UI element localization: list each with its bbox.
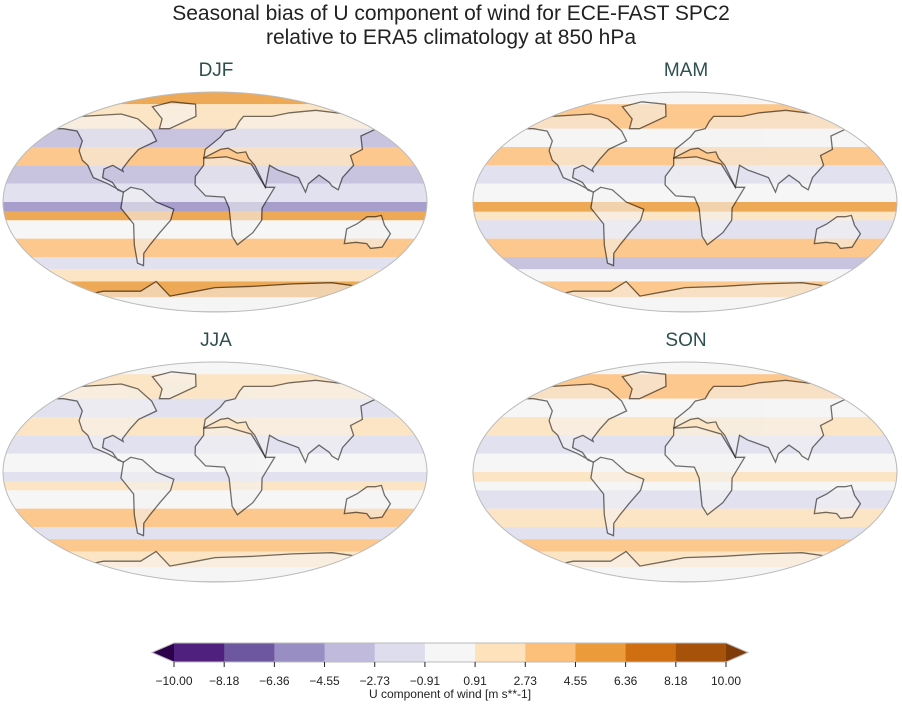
field-band xyxy=(473,211,897,221)
colorbar-bin xyxy=(374,643,426,662)
coastline xyxy=(151,101,197,130)
map-border xyxy=(472,91,898,313)
coastline xyxy=(664,426,746,516)
colorbar-tick-label: −6.36 xyxy=(259,674,290,688)
colorbar: −10.00 −8.18 −6.36 −4.55 −2.73 −0.91 0.91 2.73 4… xyxy=(150,642,750,688)
coastline xyxy=(343,484,392,520)
coastline xyxy=(621,101,667,130)
map-panel-mam xyxy=(472,91,898,313)
field-band xyxy=(3,527,427,540)
map-border xyxy=(2,91,428,313)
coastline xyxy=(46,113,158,193)
coastline xyxy=(46,383,158,463)
coastline xyxy=(590,186,645,267)
bias-field xyxy=(3,362,427,582)
colorbar-bin xyxy=(575,643,627,662)
coastline xyxy=(516,383,628,463)
field-band xyxy=(3,362,427,375)
field-band xyxy=(3,539,427,552)
coastline xyxy=(120,456,175,537)
bias-field xyxy=(473,362,897,582)
colorbar-tick-label: −10.00 xyxy=(155,674,192,688)
coastline xyxy=(151,371,197,400)
map-panel-djf xyxy=(2,91,428,313)
coastline xyxy=(590,456,645,537)
field-band xyxy=(473,220,897,239)
field-band xyxy=(473,202,897,212)
colorbar-extend-low xyxy=(152,643,174,662)
coastline xyxy=(120,186,175,267)
coastline xyxy=(343,214,392,250)
colorbar-tick-label: −8.18 xyxy=(209,674,240,688)
colorbar-tick-label: 10.00 xyxy=(711,674,741,688)
colorbar-bin xyxy=(174,643,225,662)
field-band xyxy=(473,527,897,540)
colorbar-tick-label: 8.18 xyxy=(664,674,688,688)
field-band xyxy=(473,508,897,527)
field-band xyxy=(473,472,897,482)
field-band xyxy=(3,238,427,257)
colorbar-bin xyxy=(224,643,275,662)
map-border xyxy=(2,361,428,583)
coastline xyxy=(813,484,862,520)
map-panel-son xyxy=(472,361,898,583)
colorbar-bin xyxy=(525,643,576,662)
coastline xyxy=(664,156,746,246)
map-panel-jja xyxy=(2,361,428,583)
colorbar-bin xyxy=(274,643,326,662)
panel-title-mam: MAM xyxy=(663,60,709,81)
colorbar-tick-label: 4.55 xyxy=(564,674,588,688)
field-band xyxy=(3,508,427,527)
field-band xyxy=(473,539,897,552)
coastline xyxy=(672,379,863,464)
coastline xyxy=(516,113,628,193)
colorbar-bin xyxy=(475,643,526,662)
field-band xyxy=(473,92,897,105)
colorbar-tick-label: −4.55 xyxy=(309,674,340,688)
colorbar-bin xyxy=(324,643,376,662)
field-band xyxy=(3,481,427,491)
field-band xyxy=(3,211,427,221)
coastline xyxy=(202,109,393,194)
colorbar-tick-label: 6.36 xyxy=(614,674,638,688)
panel-title-jja: JJA xyxy=(200,330,232,351)
colorbar-label: U component of wind [m s**-1] xyxy=(369,687,531,701)
coastline xyxy=(813,214,862,250)
panel-title-son: SON xyxy=(665,330,707,351)
colorbar-bin xyxy=(625,643,677,662)
field-band xyxy=(3,490,427,509)
field-band xyxy=(473,269,897,282)
colorbar-bin xyxy=(424,643,476,662)
figure-title-line1: Seasonal bias of U component of wind for… xyxy=(172,2,730,25)
colorbar-extend-high xyxy=(726,643,748,662)
field-band xyxy=(3,92,427,105)
field-band xyxy=(3,220,427,239)
bias-field xyxy=(473,92,897,312)
colorbar-tick-label: 0.91 xyxy=(463,674,487,688)
field-band xyxy=(473,362,897,375)
coastline xyxy=(672,109,863,194)
panel-title-djf: DJF xyxy=(198,60,234,81)
figure-title-line2: relative to ERA5 climatology at 850 hPa xyxy=(265,26,637,49)
coastline xyxy=(621,371,667,400)
field-band xyxy=(3,269,427,282)
colorbar-tick-label: −2.73 xyxy=(360,674,391,688)
map-border xyxy=(472,361,898,583)
field-band xyxy=(473,481,897,491)
field-band xyxy=(3,257,427,270)
coastline xyxy=(202,379,393,464)
bias-field xyxy=(3,92,427,312)
field-band xyxy=(473,490,897,509)
colorbar-tick-label: −0.91 xyxy=(410,674,441,688)
colorbar-bin xyxy=(675,643,727,662)
field-band xyxy=(3,472,427,482)
colorbar-tick-label: 2.73 xyxy=(514,674,538,688)
field-band xyxy=(3,202,427,212)
field-band xyxy=(473,257,897,270)
field-band xyxy=(473,238,897,257)
coastline xyxy=(194,156,276,246)
coastline xyxy=(194,426,276,516)
